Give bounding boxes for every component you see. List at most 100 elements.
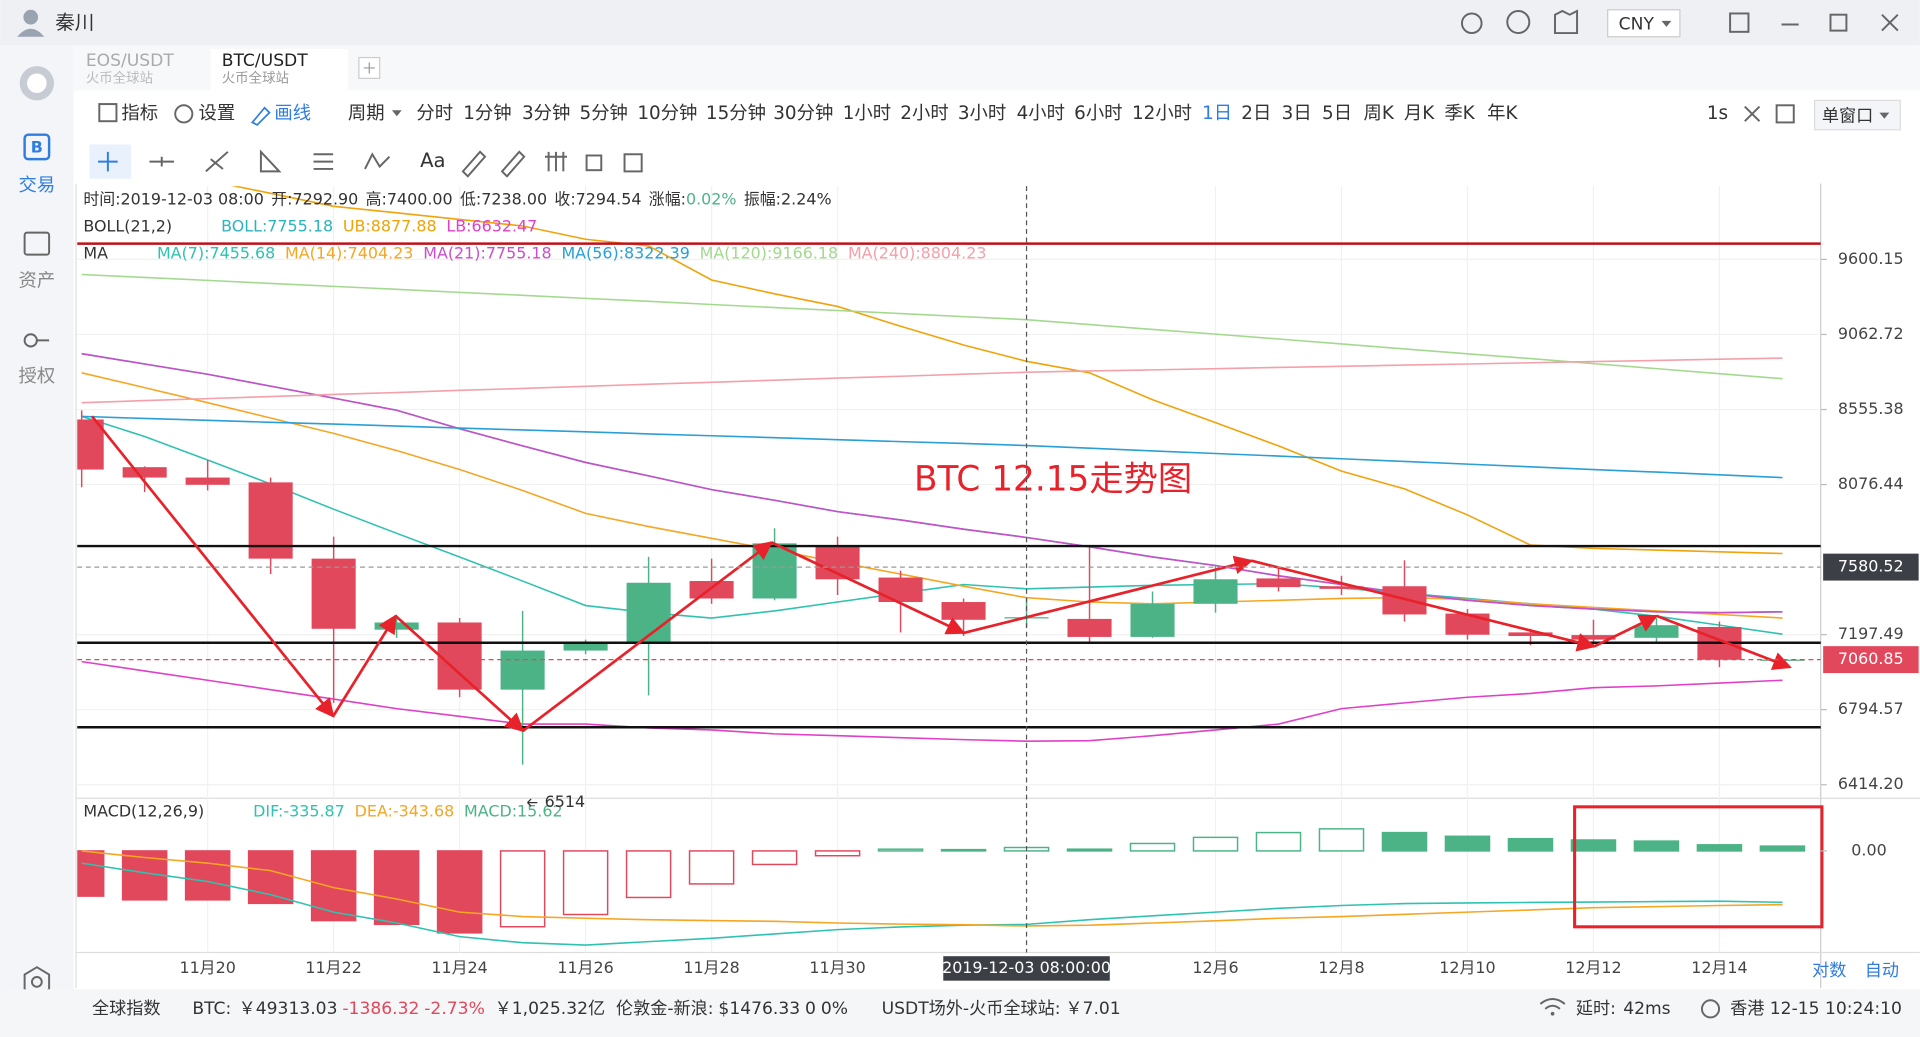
fullscreen-icon[interactable]	[1744, 105, 1761, 122]
brush-tool[interactable]	[461, 150, 487, 178]
period-option[interactable]: 3分钟	[522, 103, 570, 124]
period-option[interactable]: 5分钟	[580, 103, 628, 124]
avatar-icon[interactable]	[23, 9, 39, 25]
crosshair-time: 2019-12-03 08:00:00	[942, 958, 1111, 977]
toolbar-item[interactable]: 设置	[198, 103, 235, 124]
info-item: 开:7292.90	[271, 189, 358, 208]
period-option[interactable]: 2小时	[900, 103, 948, 124]
period-option[interactable]: 1分钟	[463, 103, 511, 124]
x-tick-label: 12月6	[1192, 958, 1238, 977]
sidebar-item[interactable]: 授权	[18, 366, 55, 387]
period-option[interactable]: 5日	[1322, 103, 1352, 124]
text-tool[interactable]: Aa	[420, 149, 445, 172]
y-tick-label: 0.00	[1851, 840, 1886, 859]
usdt-price: ￥7.01	[1065, 999, 1120, 1019]
macd-panel	[77, 828, 1806, 946]
status-index-label[interactable]: 全球指数	[92, 999, 161, 1019]
period-option[interactable]: 月K	[1404, 103, 1435, 124]
toolbar-item[interactable]: 指标	[121, 103, 158, 124]
macd-bar	[499, 850, 546, 928]
trend-tool[interactable]	[205, 151, 229, 173]
trend-arrow	[1656, 614, 1792, 670]
candle-body	[1256, 578, 1301, 588]
popout-icon[interactable]	[1775, 104, 1795, 124]
candle-body	[689, 581, 734, 599]
latency-label: 延时:	[1576, 999, 1616, 1019]
eraser-tool[interactable]	[500, 150, 526, 178]
scale-mode[interactable]: 自动	[1865, 961, 1899, 981]
trend-arrow	[770, 541, 966, 635]
period-option[interactable]: 周K	[1364, 103, 1395, 124]
period-option[interactable]: 4小时	[1017, 103, 1065, 124]
x-tick-label: 11月22	[305, 958, 361, 977]
indicator-line	[81, 357, 1783, 404]
toolbar-item[interactable]: 画线	[274, 103, 311, 124]
macd-bar	[1507, 837, 1554, 852]
currency-label: CNY	[1619, 14, 1655, 34]
search-icon[interactable]	[1506, 10, 1531, 35]
candle-body	[1445, 613, 1490, 635]
skin-icon[interactable]	[1554, 9, 1579, 35]
macd-bar	[310, 850, 357, 922]
channel-tool[interactable]	[313, 153, 334, 170]
measure-tool[interactable]	[544, 151, 567, 172]
period-option[interactable]: 12小时	[1132, 103, 1192, 124]
macd-bar	[1696, 844, 1743, 852]
trade-icon[interactable]	[23, 133, 51, 161]
tab-exchange: 火币全球站	[222, 69, 289, 86]
usdt-label: USDT场外-火币全球站:	[882, 999, 1061, 1019]
period-option[interactable]: 15分钟	[706, 103, 766, 124]
bell-icon[interactable]	[1460, 12, 1483, 35]
hline-tool[interactable]	[149, 156, 174, 167]
restore-icon[interactable]	[1729, 12, 1750, 33]
sidebar-item[interactable]: 交易	[18, 175, 55, 196]
maximize-button[interactable]	[1829, 13, 1848, 32]
wifi-icon	[1539, 998, 1566, 1010]
period-option[interactable]: 3日	[1282, 103, 1312, 124]
legend-row: MACD(12,26,9) DIF:-335.87 DEA:-343.68 MACD:…	[83, 801, 562, 820]
period-option[interactable]: 10分钟	[637, 103, 697, 124]
period-option[interactable]: 1小时	[843, 103, 891, 124]
candle-body	[1193, 579, 1238, 604]
legend-entry: LB:6632.47	[446, 216, 537, 235]
period-option[interactable]: 2日	[1241, 103, 1271, 124]
trend-arrow	[332, 614, 397, 717]
tab-pair[interactable]: EOS/USDT	[86, 51, 175, 71]
period-option[interactable]: 1日	[1202, 103, 1232, 124]
sidebar	[0, 45, 74, 1037]
scale-mode[interactable]: 对数	[1812, 961, 1846, 981]
tab-pair[interactable]: BTC/USDT	[222, 51, 309, 71]
logo-inner	[27, 73, 47, 94]
gold-change-pct: 0%	[821, 999, 848, 1019]
period-option[interactable]: 3小时	[958, 103, 1006, 124]
sidebar-item[interactable]: 资产	[18, 271, 55, 292]
period-option[interactable]: 年K	[1487, 103, 1518, 124]
angle-tool[interactable]	[259, 149, 282, 173]
legend-entry: MA(7):7455.68	[157, 243, 275, 262]
refresh-rate[interactable]: 1s	[1707, 103, 1728, 124]
macd-bar	[1066, 848, 1113, 852]
close-button[interactable]	[1881, 13, 1899, 32]
toolbar-item[interactable]: 周期	[348, 103, 385, 124]
gold-price: $1476.33	[718, 999, 800, 1019]
delete-tool[interactable]	[623, 153, 643, 173]
lock-tool[interactable]	[585, 154, 603, 172]
period-option[interactable]: 分时	[416, 103, 453, 124]
crosshair-tool	[98, 151, 118, 172]
candle-body	[311, 558, 356, 629]
active-tab[interactable]	[210, 48, 348, 91]
period-option[interactable]: 30分钟	[773, 103, 833, 124]
wave-tool[interactable]	[364, 152, 391, 170]
period-option[interactable]: 6小时	[1074, 103, 1122, 124]
info-item: 低:7238.00	[460, 189, 547, 208]
macd-bar	[625, 850, 672, 899]
macd-bar	[373, 850, 420, 926]
asset-icon[interactable]	[23, 231, 51, 256]
y-tick-label: 6414.20	[1838, 774, 1904, 793]
period-option[interactable]: 季K	[1444, 103, 1475, 124]
indicator-icon	[98, 103, 118, 123]
user-name[interactable]: 秦川	[55, 11, 94, 34]
window-mode-select[interactable]	[1813, 99, 1901, 131]
dropdown-arrow	[1879, 112, 1890, 119]
